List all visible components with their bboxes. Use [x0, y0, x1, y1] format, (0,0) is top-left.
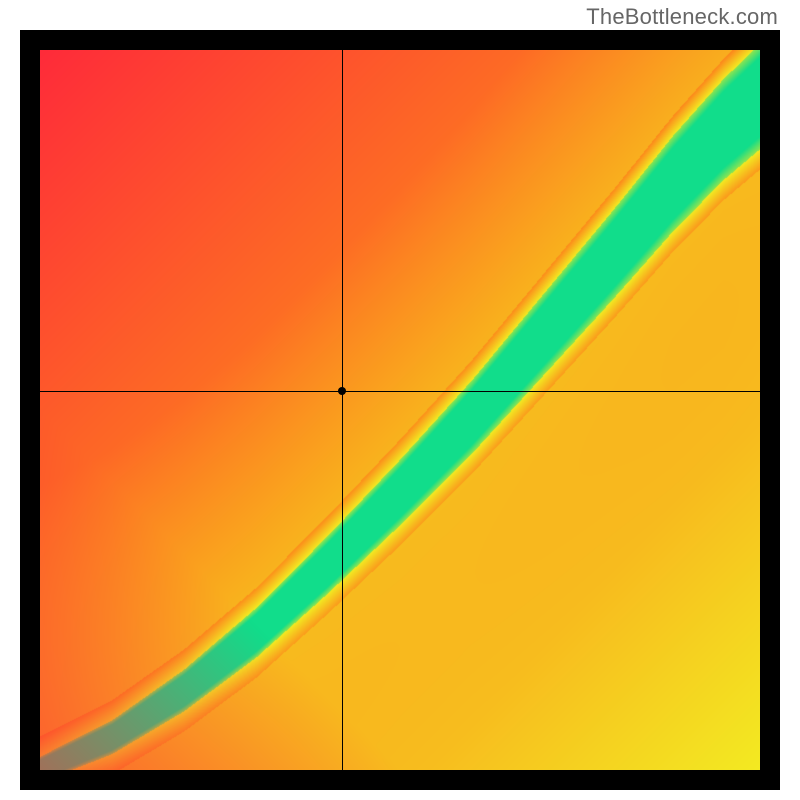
heatmap-canvas [40, 50, 760, 770]
crosshair-vertical [342, 50, 343, 770]
crosshair-horizontal [40, 391, 760, 392]
chart-frame [20, 30, 780, 790]
crosshair-dot [338, 387, 346, 395]
heatmap-plot [40, 50, 760, 770]
watermark-text: TheBottleneck.com [586, 4, 778, 30]
